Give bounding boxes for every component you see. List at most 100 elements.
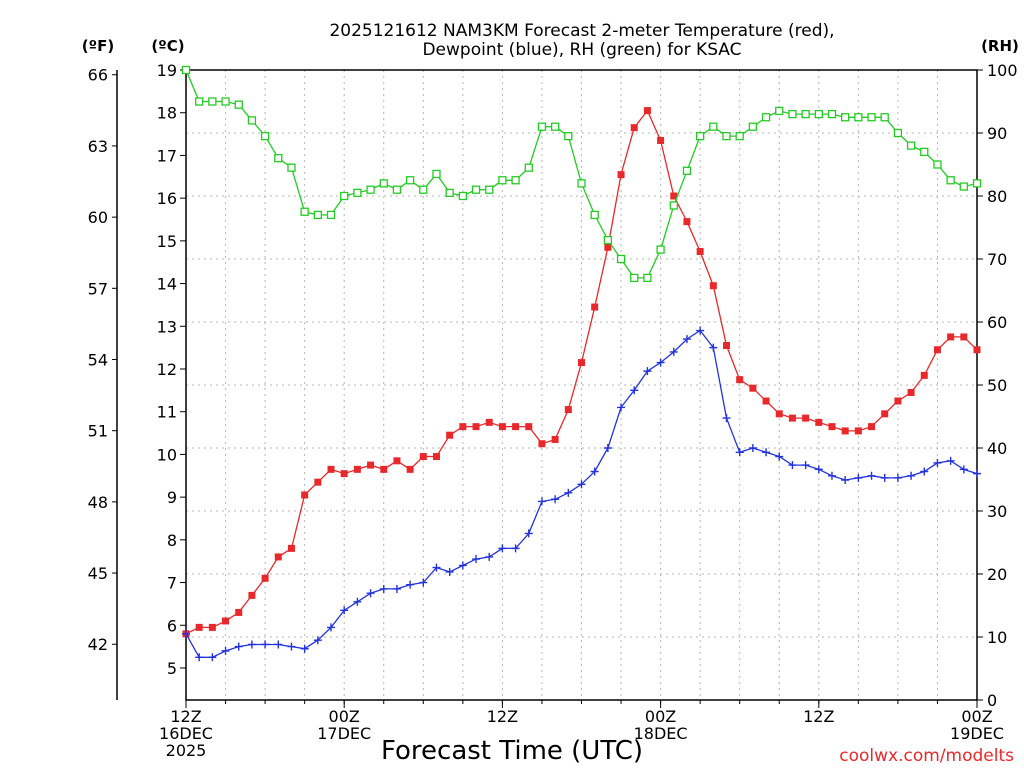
rh-point — [511, 176, 520, 185]
celsius-tick-label: 19 — [157, 61, 177, 80]
rh-point — [195, 97, 204, 106]
temperature-point — [591, 303, 599, 311]
rh-point — [550, 122, 560, 131]
rh-point — [379, 179, 388, 188]
dewpoint-point — [247, 640, 256, 649]
x-tick-label: 12Z — [487, 707, 518, 726]
rh-tick-label: 30 — [987, 502, 1007, 521]
rh-point — [959, 182, 968, 191]
dewpoint-point — [419, 578, 428, 587]
fahrenheit-tick-label: 54 — [88, 350, 108, 369]
dewpoint-point — [366, 589, 375, 598]
temperature-point — [551, 435, 559, 443]
dewpoint-point — [432, 563, 441, 572]
rh-point — [577, 179, 586, 188]
temperature-point — [314, 478, 322, 486]
rh-point — [221, 97, 230, 106]
rh-point — [247, 116, 257, 125]
dewpoint-point — [735, 448, 744, 457]
temperature-point — [604, 243, 612, 251]
temperature-point — [960, 333, 968, 341]
temperature-point — [301, 491, 309, 499]
celsius-tick-label: 11 — [157, 403, 177, 422]
celsius-tick-label: 8 — [167, 531, 177, 550]
rh-point — [906, 141, 916, 150]
temperature-point — [881, 410, 889, 418]
dewpoint-point — [696, 326, 705, 335]
rh-tick-label: 20 — [987, 565, 1007, 584]
rh-tick-label: 40 — [987, 439, 1007, 458]
rh-tick-label: 80 — [987, 187, 1007, 206]
rh-point — [920, 147, 929, 157]
x-tick-label: 12Z — [803, 707, 834, 726]
temperature-point — [235, 608, 243, 616]
dewpoint-point — [643, 367, 652, 376]
temperature-point — [367, 461, 375, 469]
temperature-series — [182, 107, 981, 638]
temperature-point — [327, 465, 335, 473]
rh-point — [775, 106, 784, 116]
rh-tick-label: 90 — [987, 124, 1007, 143]
rh-point — [366, 185, 375, 194]
temperature-point — [657, 136, 665, 144]
temperature-point — [248, 591, 256, 599]
temperature-point — [578, 359, 585, 367]
x-tick-label: 18DEC — [634, 724, 688, 743]
temperature-point — [485, 418, 493, 426]
rh-point — [485, 185, 494, 194]
rh-point — [643, 273, 652, 283]
rh-tick-label: 100 — [987, 61, 1018, 80]
dewpoint-point — [327, 623, 336, 632]
rh-point — [208, 97, 217, 106]
dewpoint-point — [814, 465, 823, 474]
fahrenheit-tick-label: 45 — [88, 564, 108, 583]
temperature-point — [894, 397, 902, 405]
rh-axis-unit-label: (RH) — [981, 37, 1019, 55]
x-tick-label: 12Z — [170, 707, 201, 726]
temperature-point — [419, 453, 427, 461]
fahrenheit-tick-label: 42 — [88, 635, 108, 654]
dewpoint-point — [656, 358, 665, 367]
rh-point — [854, 113, 863, 122]
rh-point — [405, 176, 415, 185]
temperature-point — [393, 457, 401, 465]
x-tick-label: 16DEC — [159, 724, 213, 743]
temperature-point — [802, 414, 810, 422]
dewpoint-point — [524, 529, 533, 538]
x-tick-label: 00Z — [961, 707, 992, 726]
rh-point — [656, 245, 665, 254]
rh-point — [564, 131, 573, 141]
dewpoint-point — [195, 653, 204, 662]
temperature-point — [788, 414, 796, 422]
rh-point — [445, 188, 454, 198]
dewpoint-point — [485, 552, 494, 561]
temperature-point — [643, 107, 651, 115]
rh-point — [616, 254, 626, 264]
dewpoint-point — [472, 555, 481, 564]
dewpoint-point — [313, 636, 322, 645]
dewpoint-point — [827, 471, 836, 480]
temperature-point — [446, 431, 454, 439]
temperature-point — [617, 171, 625, 179]
dewpoint-point — [920, 467, 929, 476]
temperature-point — [630, 124, 638, 132]
fahrenheit-tick-label: 51 — [88, 422, 108, 441]
dewpoint-point — [841, 476, 850, 485]
fahrenheit-tick-label: 57 — [88, 279, 108, 298]
temperature-point — [274, 553, 282, 561]
rh-point — [827, 109, 837, 119]
temperature-point — [353, 465, 361, 473]
rh-point — [748, 122, 758, 131]
rh-point — [893, 128, 903, 138]
rh-point — [340, 191, 349, 201]
rh-point — [353, 188, 362, 198]
dewpoint-point — [854, 473, 863, 482]
rh-tick-label: 70 — [987, 250, 1007, 269]
rh-point — [234, 100, 243, 109]
x-tick-label: 00Z — [329, 707, 360, 726]
temperature-point — [696, 248, 704, 256]
rh-point — [471, 185, 481, 194]
dewpoint-point — [893, 473, 902, 482]
dewpoint-point — [630, 386, 639, 395]
dewpoint-point — [300, 644, 309, 653]
